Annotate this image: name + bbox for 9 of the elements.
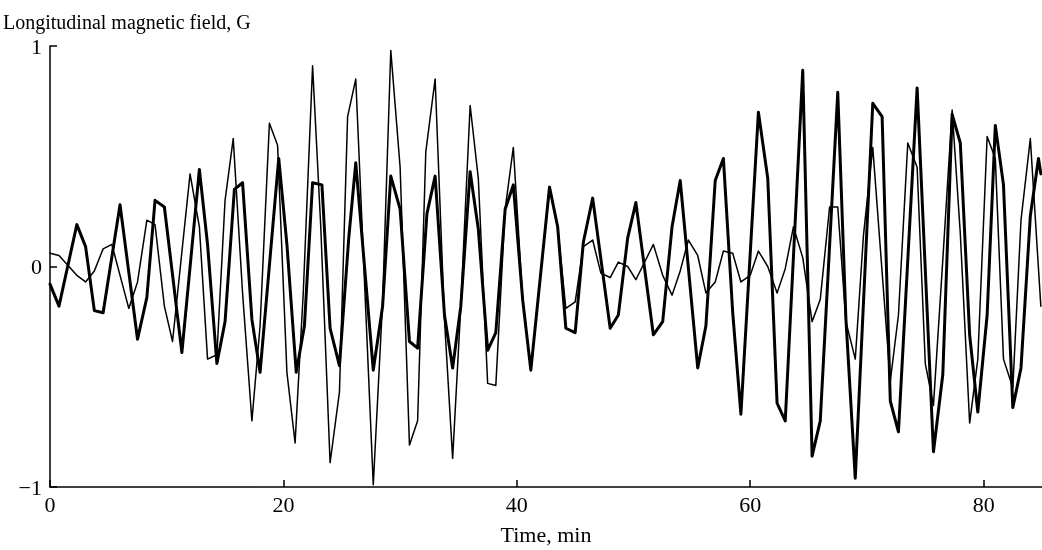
y-tick-label: 1 [31, 33, 42, 59]
x-tick-label: 20 [272, 491, 295, 517]
y-tick-label: −1 [18, 474, 42, 500]
x-tick-label: 60 [739, 491, 762, 517]
x-axis-title: Time, min [500, 521, 592, 547]
x-tick-label: 40 [505, 491, 528, 517]
y-axis-title: Longitudinal magnetic field, G [3, 11, 251, 34]
y-tick-label: 0 [31, 254, 42, 279]
x-tick-label: 80 [972, 491, 995, 517]
